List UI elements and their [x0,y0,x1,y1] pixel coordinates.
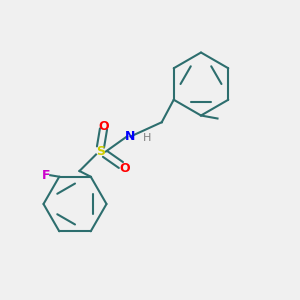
Text: F: F [41,169,50,182]
Text: S: S [96,145,105,158]
Text: N: N [125,130,136,143]
Text: O: O [98,119,109,133]
Text: O: O [119,161,130,175]
Text: H: H [143,133,151,143]
